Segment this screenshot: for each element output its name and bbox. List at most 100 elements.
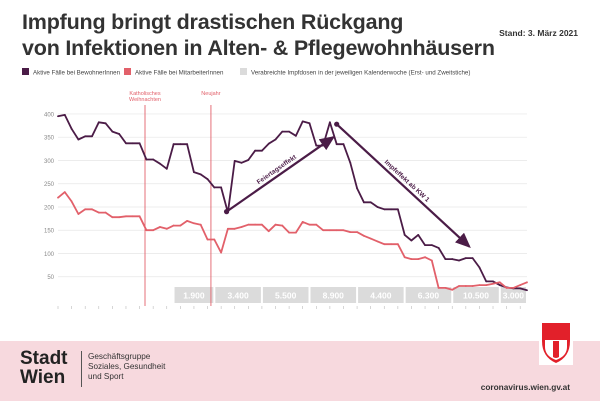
legend-label: Verabreichte Impfdosen in der jeweiligen… [251,70,470,77]
data-point-staff [512,287,515,289]
data-point-staff [390,243,392,246]
data-point-residents [91,135,93,138]
y-tick-label: 250 [44,182,55,188]
logo-stadt: Stadt [20,348,68,369]
data-point-staff [294,231,297,234]
annotation-arrow [225,135,336,213]
series-line-staff [57,191,528,291]
legend: Aktive Fälle bei BewohnerInnen Aktive Fäl… [22,68,470,77]
data-point-residents [138,142,141,145]
data-point-staff [519,284,522,287]
data-point-staff [417,258,420,260]
series-lines [57,113,528,292]
data-point-staff [444,287,447,289]
data-point-residents [261,149,263,152]
data-point-residents [335,143,338,146]
data-point-residents [118,133,121,135]
data-point-residents [498,284,501,287]
data-point-staff [111,216,114,219]
data-point-staff [63,191,66,193]
data-point-staff [240,226,243,228]
data-point-staff [362,234,365,237]
data-point-staff [498,281,501,284]
website-link[interactable]: coronavirus.wien.gv.at [480,382,570,392]
vaccine-dose-label: 1.900 [183,291,205,301]
data-point-residents [315,144,318,147]
data-point-staff [193,222,195,225]
data-point-residents [376,206,379,208]
data-point-staff [471,285,474,287]
data-point-staff [424,256,426,259]
data-point-residents [458,259,460,262]
vaccine-band [215,287,261,303]
y-tick-label: 400 [44,112,55,118]
data-point-staff [57,196,59,199]
data-point-staff [159,226,161,228]
data-point-staff [131,215,134,218]
data-point-residents [199,173,202,176]
data-point-residents [63,113,66,116]
data-point-residents [104,122,107,125]
vaccine-dose-label: 6.300 [418,291,440,301]
vaccine-dose-label: 5.500 [275,291,297,301]
data-point-staff [118,216,121,219]
data-point-staff [165,227,168,230]
data-point-residents [240,161,243,164]
title-line-2: von Infektionen in Alten- & Pflegewohnhä… [22,36,495,60]
data-point-residents [464,257,467,260]
data-point-residents [430,244,433,247]
marker-label: Katholisches [129,91,160,97]
data-point-staff [464,285,467,287]
group-line-1: Geschäftsgruppe [88,352,151,361]
data-point-residents [274,138,277,141]
vaccine-band [358,287,404,303]
data-point-staff [437,287,440,289]
data-point-residents [485,280,488,283]
data-point-residents [159,162,161,165]
vaccine-band [453,287,499,303]
data-point-residents [471,257,474,260]
data-point-residents [77,138,80,141]
vaccine-dose-label: 4.400 [370,291,392,301]
data-point-staff [301,220,304,223]
data-point-staff [84,208,87,211]
data-point-residents [349,161,352,164]
data-point-residents [417,233,420,236]
data-point-residents [301,120,304,123]
data-point-staff [376,240,379,243]
data-point-residents [220,186,223,189]
data-point-residents [84,135,87,138]
data-point-residents [383,208,386,211]
data-point-staff [383,243,386,246]
data-point-residents [247,159,250,161]
y-tick-label: 300 [44,159,55,165]
data-point-residents [478,266,481,269]
data-point-residents [437,247,440,249]
data-point-staff [91,208,93,211]
legend-label: Aktive Fälle bei BewohnerInnen [33,70,121,77]
data-point-residents [281,130,284,133]
gridlines: 50 100 150 200 250 300 350 400 [44,112,527,281]
data-point-staff [247,223,250,226]
legend-swatch [124,68,131,75]
data-point-staff [233,227,236,230]
group-line-3: und Sport [88,372,124,381]
legend-label: Aktive Fälle bei MitarbeiterInnen [135,70,224,77]
data-point-staff [281,224,284,227]
annotation-label: Feiertagseffekt [256,153,299,186]
data-point-residents [288,130,291,133]
annotation-arrow [335,123,471,249]
data-point-residents [362,201,365,204]
data-point-staff [430,259,433,262]
y-tick-label: 150 [44,229,55,235]
vaccine-band [262,287,309,303]
series-line-residents [57,114,528,292]
data-point-staff [403,256,406,259]
data-point-residents [70,127,73,130]
logo-divider [81,351,82,387]
data-point-residents [206,178,209,180]
x-tick-marks [57,306,521,309]
data-point-staff [261,223,263,226]
data-point-residents [186,143,189,146]
